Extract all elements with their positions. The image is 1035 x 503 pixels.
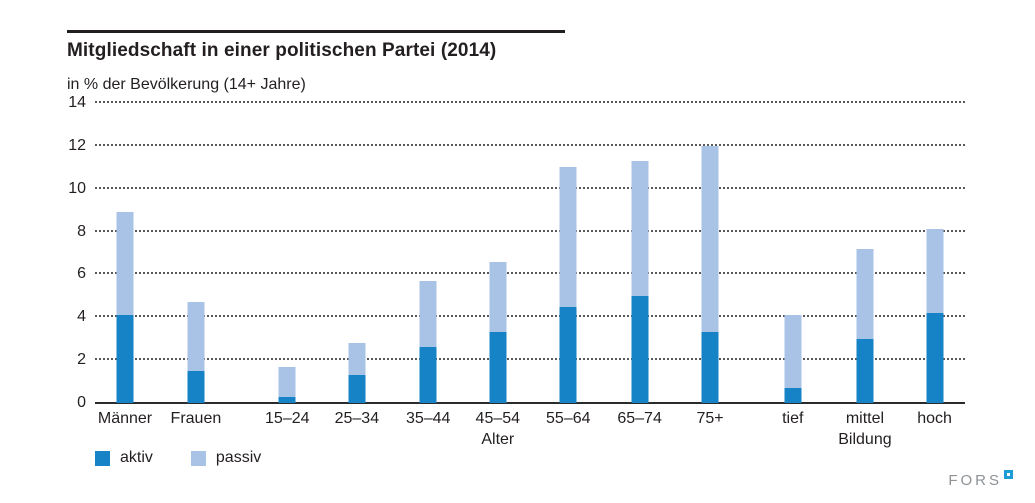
x-axis-tick-label-Männer: Männer <box>97 410 153 427</box>
title-rule <box>67 30 565 33</box>
y-axis-tick-label-0: 0 <box>77 394 86 411</box>
legend-swatch-passiv <box>190 450 206 466</box>
x-axis-tick-label-45–54: 45–54 <box>475 410 521 427</box>
legend: aktiv passiv <box>95 449 261 467</box>
page-title: Mitgliedschaft in einer politischen Part… <box>67 40 497 61</box>
bar-segment-aktiv-Frauen <box>187 370 205 403</box>
gridline-8 <box>95 229 965 232</box>
x-axis-labels: Männer Frauen 15–24 25–34 35–44 45–54 55–64 65–… <box>95 410 965 430</box>
axis-group-label-alter: Alter <box>481 431 515 448</box>
gridline-12 <box>95 143 965 146</box>
legend-swatch-aktiv <box>95 450 110 466</box>
x-axis-tick-label-hoch: hoch <box>917 410 952 427</box>
bar-segment-aktiv-hoch <box>926 313 944 403</box>
bar-segment-passiv-15–24 <box>278 366 296 397</box>
x-axis-tick-label-35–44: 35–44 <box>405 410 451 427</box>
bar-segment-passiv-hoch <box>926 229 944 313</box>
bar-segment-passiv-65–74 <box>631 160 649 296</box>
y-axis: 0 2 4 6 8 10 12 14 <box>0 95 86 411</box>
y-axis-tick-label-10: 10 <box>68 179 86 197</box>
y-axis-tick-label-8: 8 <box>77 222 86 240</box>
x-axis-tick-label-55–64: 55–64 <box>546 410 591 427</box>
plot-area <box>95 101 965 404</box>
bar-segment-aktiv-75+ <box>701 332 719 403</box>
bar-segment-passiv-tief <box>784 315 802 388</box>
bar-segment-passiv-75+ <box>701 145 719 333</box>
legend-label-aktiv: aktiv <box>120 449 153 466</box>
x-axis-tick-label-65–74: 65–74 <box>617 410 662 427</box>
bar-segment-aktiv-55–64 <box>559 306 577 403</box>
y-axis-tick-label-6: 6 <box>77 265 86 283</box>
bar-segment-aktiv-mittel <box>856 338 874 403</box>
bar-segment-passiv-35–44 <box>419 280 437 348</box>
gridline-6 <box>95 272 965 275</box>
axis-group-label-bildung: Bildung <box>838 431 892 448</box>
x-axis-group-labels: Alter Bildung <box>95 431 965 451</box>
legend-item-aktiv: aktiv <box>95 449 153 467</box>
x-axis-tick-label-75+: 75+ <box>696 410 724 427</box>
x-axis-tick-label-Frauen: Frauen <box>170 410 222 427</box>
fors-logo-text: FORS <box>948 472 1002 489</box>
bar-segment-aktiv-15–24 <box>278 396 296 403</box>
bar-segment-aktiv-65–74 <box>631 295 649 403</box>
chart-subtitle: in % der Bevölkerung (14+ Jahre) <box>67 76 306 93</box>
x-axis-line <box>95 402 965 404</box>
bar-segment-aktiv-Männer <box>116 315 134 403</box>
gridline-14 <box>95 101 965 103</box>
y-axis-tick-label-2: 2 <box>77 351 86 369</box>
fors-logo: FORS <box>948 470 1013 489</box>
x-axis-tick-label-mittel: mittel <box>845 410 885 427</box>
y-axis-tick-label-14: 14 <box>68 94 86 111</box>
bar-segment-passiv-Frauen <box>187 302 205 371</box>
legend-item-passiv: passiv <box>190 449 262 467</box>
bar-segment-passiv-mittel <box>856 248 874 339</box>
gridline-4 <box>95 315 965 318</box>
y-axis-tick-label-12: 12 <box>68 136 86 154</box>
y-axis-tick-label-4: 4 <box>77 308 86 326</box>
x-axis-tick-label-tief: tief <box>782 410 804 427</box>
bar-segment-aktiv-25–34 <box>348 375 366 403</box>
bar-segment-aktiv-45–54 <box>489 332 507 403</box>
bar-segment-passiv-25–34 <box>348 343 366 376</box>
bar-segment-passiv-Männer <box>116 212 134 316</box>
bar-segment-aktiv-tief <box>784 388 802 403</box>
fors-logo-mark-icon <box>1004 470 1013 479</box>
bar-segment-aktiv-35–44 <box>419 347 437 403</box>
x-axis-tick-label-25–34: 25–34 <box>334 410 380 427</box>
gridline-10 <box>95 186 965 189</box>
x-axis-tick-label-15–24: 15–24 <box>265 410 310 427</box>
bar-segment-passiv-45–54 <box>489 261 507 333</box>
gridline-2 <box>95 358 965 361</box>
bar-segment-passiv-55–64 <box>559 167 577 307</box>
legend-label-passiv: passiv <box>215 449 262 466</box>
